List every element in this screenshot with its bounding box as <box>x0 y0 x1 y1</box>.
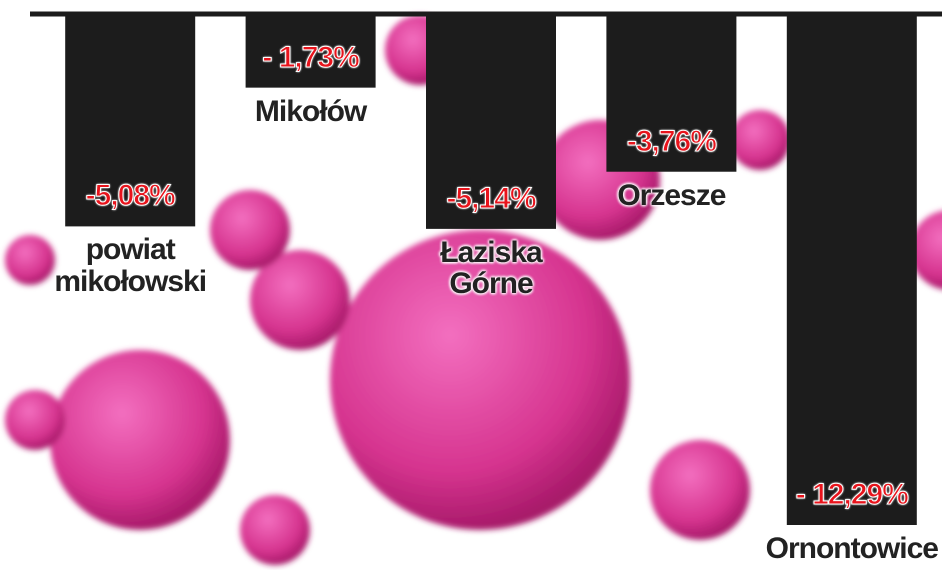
bar <box>606 16 737 172</box>
value-label: -3,76% <box>626 124 717 158</box>
bar <box>786 16 917 525</box>
background-viruses <box>5 15 942 565</box>
category-label: Orzesze <box>617 178 726 212</box>
value-label: -5,08% <box>85 179 176 213</box>
value-label: - 1,73% <box>262 40 360 74</box>
virus <box>5 390 65 450</box>
bar <box>426 16 556 229</box>
category-label: Łaziska Górne <box>440 235 542 301</box>
category-label: powiat mikołowski <box>54 233 207 298</box>
category-label: Ornontowice <box>765 532 939 565</box>
virus <box>210 190 290 270</box>
virus <box>650 440 750 540</box>
virus <box>250 250 350 350</box>
value-label: - 12,29% <box>795 478 909 511</box>
bar <box>245 16 376 88</box>
value-label: -5,14% <box>446 181 537 215</box>
virus <box>5 235 55 285</box>
virus <box>730 110 790 170</box>
virus <box>240 495 310 565</box>
bar <box>65 16 196 227</box>
category-label: Mikołów <box>254 94 367 128</box>
virus <box>50 350 230 530</box>
virus <box>330 230 630 530</box>
virus <box>910 210 942 290</box>
